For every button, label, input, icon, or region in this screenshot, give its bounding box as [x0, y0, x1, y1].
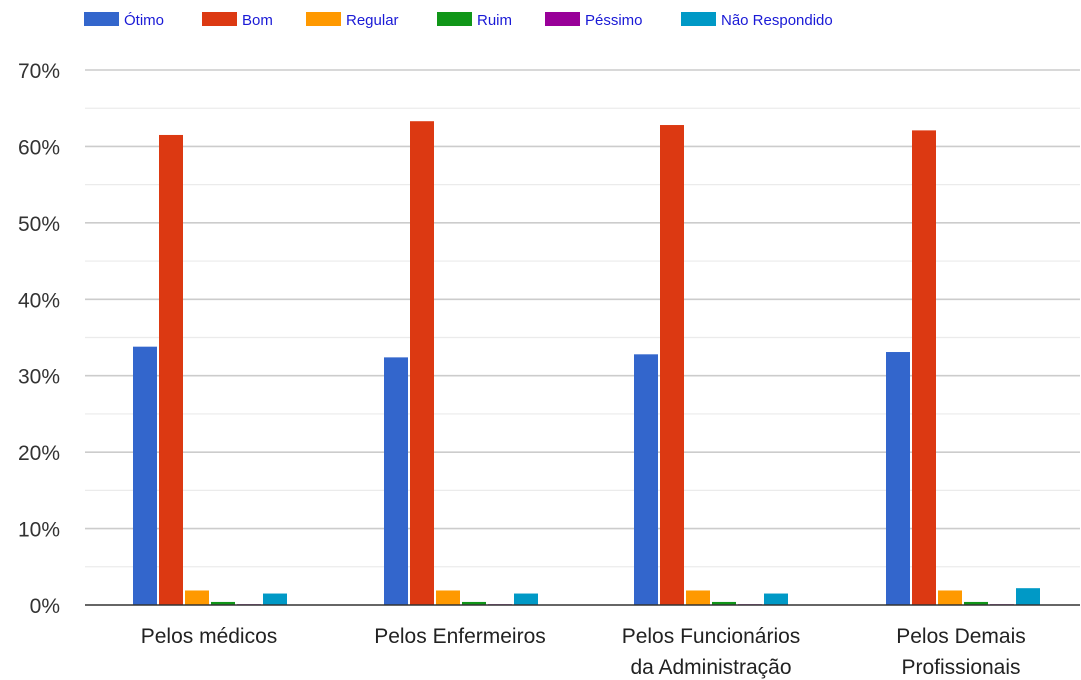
- bar: [410, 121, 434, 605]
- y-tick-label: 60%: [18, 136, 60, 159]
- legend-label: Ótimo: [124, 12, 164, 29]
- x-category-label: Pelos Demais: [896, 625, 1026, 648]
- bar: [912, 130, 936, 605]
- legend-label: Ruim: [477, 12, 512, 29]
- y-tick-label: 50%: [18, 213, 60, 236]
- bar: [514, 593, 538, 605]
- legend-swatch: [681, 12, 716, 26]
- legend-label: Péssimo: [585, 12, 643, 29]
- y-tick-label: 0%: [30, 595, 60, 618]
- x-category-label: Pelos Funcionários: [622, 625, 801, 648]
- y-axis: 0% 10% 20% 30% 40% 50% 60% 70%: [18, 60, 60, 618]
- legend-swatch: [306, 12, 341, 26]
- bar: [436, 590, 460, 605]
- bar: [634, 354, 658, 605]
- x-axis: Pelos médicos Pelos Enfermeiros Pelos Func…: [141, 625, 1026, 679]
- bar: [263, 593, 287, 605]
- bar: [159, 134, 183, 605]
- bar: [1016, 588, 1040, 605]
- y-tick-label: 40%: [18, 289, 60, 312]
- legend-swatch: [437, 12, 472, 26]
- bar: [712, 601, 736, 605]
- legend-label: Bom: [242, 12, 273, 29]
- y-tick-label: 20%: [18, 442, 60, 465]
- chart-bars: [133, 121, 1040, 606]
- bar: [686, 590, 710, 605]
- x-category-label: Pelos médicos: [141, 625, 278, 648]
- x-category-label: Pelos Enfermeiros: [374, 625, 546, 648]
- x-category-label: Profissionais: [901, 656, 1020, 679]
- chart-legend: Ótimo Bom Regular Ruim Péssimo Não Respondido: [84, 12, 833, 29]
- y-tick-label: 10%: [18, 519, 60, 542]
- bar: [764, 593, 788, 605]
- legend-swatch: [545, 12, 580, 26]
- x-category-label: da Administração: [630, 656, 791, 679]
- y-tick-label: 30%: [18, 366, 60, 389]
- bar: [185, 590, 209, 605]
- chart-gridlines: [85, 69, 1080, 568]
- bar: [964, 601, 988, 605]
- y-tick-label: 70%: [18, 60, 60, 83]
- legend-swatch: [202, 12, 237, 26]
- bar: [384, 357, 408, 605]
- legend-label: Regular: [346, 12, 399, 29]
- legend-swatch: [84, 12, 119, 26]
- legend-label: Não Respondido: [721, 12, 833, 29]
- bar: [660, 125, 684, 606]
- bar: [938, 590, 962, 605]
- bar: [211, 601, 235, 605]
- bar: [133, 346, 157, 605]
- bar: [462, 601, 486, 605]
- bar: [886, 352, 910, 605]
